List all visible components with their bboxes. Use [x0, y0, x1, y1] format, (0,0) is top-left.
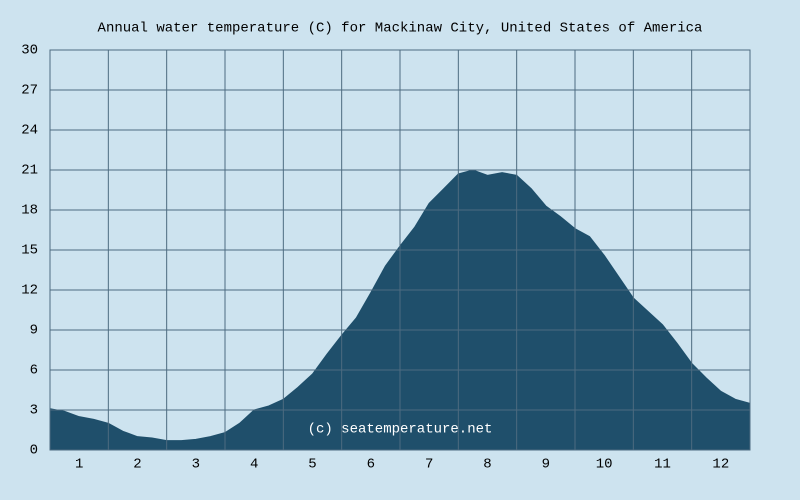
x-tick-label: 7 — [425, 457, 433, 473]
x-tick-label: 5 — [308, 457, 316, 473]
x-tick-label: 9 — [542, 457, 550, 473]
x-tick-label: 1 — [75, 457, 83, 473]
plot-border — [49, 49, 751, 451]
y-tick-label: 9 — [30, 323, 38, 339]
x-tick-label: 10 — [596, 457, 613, 473]
x-tick-label: 12 — [712, 457, 729, 473]
y-tick-label: 27 — [21, 83, 38, 99]
x-tick-label: 3 — [192, 457, 200, 473]
x-tick-label: 11 — [654, 457, 671, 473]
x-tick-label: 4 — [250, 457, 258, 473]
chart-title: Annual water temperature (C) for Mackina… — [98, 21, 703, 37]
y-tick-label: 0 — [30, 443, 38, 459]
x-tick-label: 6 — [367, 457, 375, 473]
y-tick-label: 12 — [21, 283, 38, 299]
x-tick-label: 8 — [483, 457, 491, 473]
y-tick-label: 30 — [21, 43, 38, 59]
y-tick-label: 3 — [30, 403, 38, 419]
y-tick-label: 21 — [21, 163, 38, 179]
x-tick-label: 2 — [133, 457, 141, 473]
y-tick-label: 6 — [30, 363, 38, 379]
watermark: (c) seatemperature.net — [308, 422, 493, 438]
y-tick-label: 15 — [21, 243, 38, 259]
y-tick-label: 24 — [21, 123, 38, 139]
y-tick-label: 18 — [21, 203, 38, 219]
